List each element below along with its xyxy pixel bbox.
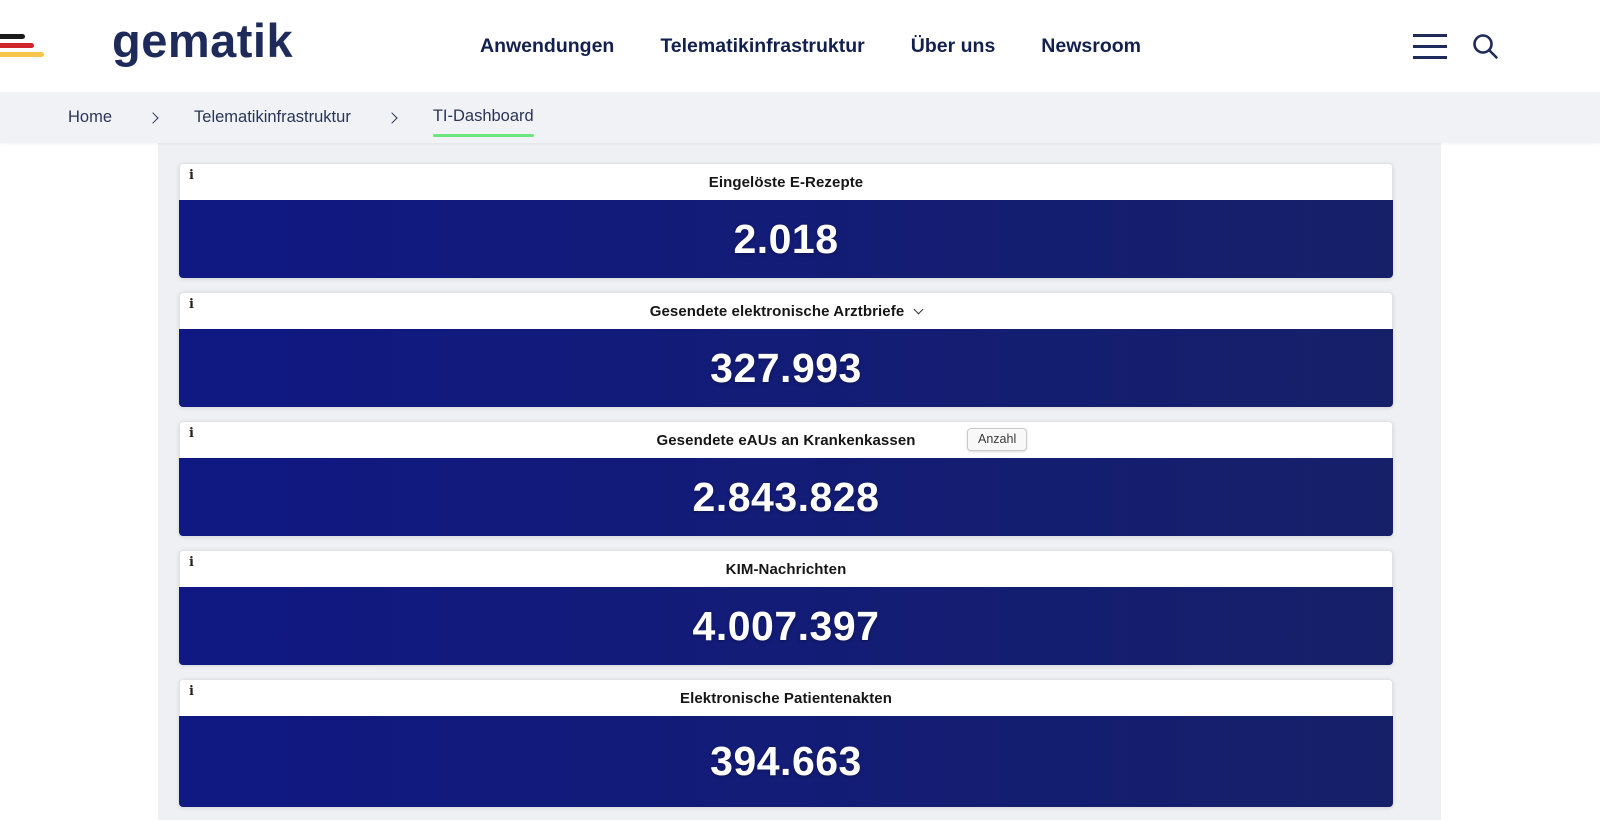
info-icon[interactable]: i (189, 297, 194, 312)
card-header: i Eingelöste E-Rezepte (179, 163, 1393, 200)
card-title: KIM-Nachrichten (725, 560, 847, 578)
card-title: Eingelöste E-Rezepte (708, 173, 864, 191)
site-header: gematik Anwendungen Telematikinfrastrukt… (0, 0, 1600, 92)
nav-item-anwendungen[interactable]: Anwendungen (480, 34, 615, 57)
card-title: Elektronische Patientenakten (679, 689, 893, 707)
kpi-card-arztbriefe: i Gesendete elektronische Arztbriefe 327… (179, 292, 1393, 407)
german-flag-icon (0, 34, 44, 61)
card-title: Gesendete eAUs an Krankenkassen (656, 431, 916, 449)
nav-item-ueber-uns[interactable]: Über uns (910, 34, 996, 57)
nav-item-telematikinfrastruktur[interactable]: Telematikinfrastruktur (660, 34, 865, 57)
card-value: 2.018 (179, 200, 1393, 278)
search-icon[interactable] (1470, 31, 1500, 61)
chevron-right-icon (386, 112, 398, 124)
chevron-right-icon (147, 112, 159, 124)
breadcrumb-home[interactable]: Home (68, 108, 113, 126)
card-value: 327.993 (179, 329, 1393, 407)
info-icon[interactable]: i (189, 555, 194, 570)
breadcrumb: Home Telematikinfrastruktur TI-Dashboard (0, 92, 1600, 143)
info-icon[interactable]: i (189, 168, 194, 183)
kpi-card-kim: i KIM-Nachrichten 4.007.397 (179, 550, 1393, 665)
card-title: Gesendete elektronische Arztbriefe (649, 302, 905, 320)
main-nav: Anwendungen Telematikinfrastruktur Über … (480, 0, 1141, 92)
card-header: i Elektronische Patientenakten (179, 679, 1393, 716)
card-value: 4.007.397 (179, 587, 1393, 665)
kpi-card-list: i Eingelöste E-Rezepte 2.018 i Gesendete… (179, 163, 1393, 807)
card-value: 2.843.828 (179, 458, 1393, 536)
card-header: i Gesendete eAUs an Krankenkassen Anzahl (179, 421, 1393, 458)
nav-item-newsroom[interactable]: Newsroom (1041, 34, 1141, 57)
info-icon[interactable]: i (189, 684, 194, 699)
kpi-card-e-rezepte: i Eingelöste E-Rezepte 2.018 (179, 163, 1393, 278)
info-icon[interactable]: i (189, 426, 194, 441)
gematik-logo[interactable]: gematik (112, 14, 294, 67)
ti-dashboard-main: i Eingelöste E-Rezepte 2.018 i Gesendete… (0, 143, 1600, 820)
kpi-card-patientenakten: i Elektronische Patientenakten 394.663 (179, 679, 1393, 807)
breadcrumb-telematikinfrastruktur[interactable]: Telematikinfrastruktur (194, 108, 351, 126)
header-icons (1413, 0, 1500, 92)
card-header: i KIM-Nachrichten (179, 550, 1393, 587)
anzahl-tooltip: Anzahl (967, 428, 1028, 451)
kpi-card-eaus: i Gesendete eAUs an Krankenkassen Anzahl… (179, 421, 1393, 536)
chevron-down-icon[interactable] (913, 304, 924, 314)
breadcrumb-ti-dashboard[interactable]: TI-Dashboard (432, 107, 534, 137)
card-value: 394.663 (179, 716, 1393, 807)
hamburger-menu-icon[interactable] (1413, 30, 1447, 63)
card-header: i Gesendete elektronische Arztbriefe (179, 292, 1393, 329)
